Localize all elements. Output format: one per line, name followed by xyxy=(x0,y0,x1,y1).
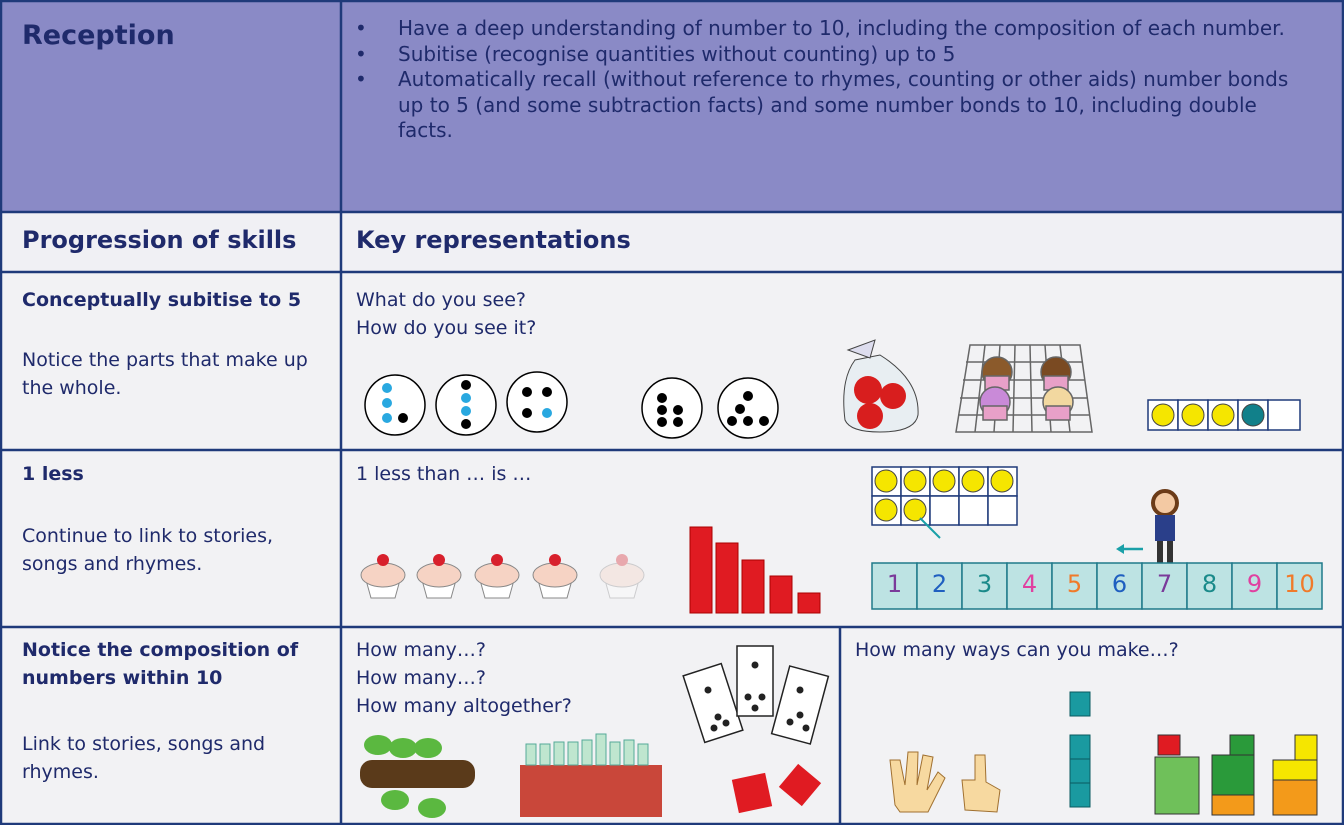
prompt: What do you see? xyxy=(356,289,526,311)
frogs-on-log xyxy=(360,735,475,818)
domino-dots xyxy=(704,661,810,732)
skill: 1 less xyxy=(22,463,84,485)
number-line-label: 2 xyxy=(931,570,948,598)
skill: Conceptually subitise to 5 xyxy=(22,289,302,311)
skill: Notice the composition of numbers within… xyxy=(22,639,299,689)
number-line-label: 5 xyxy=(1066,570,1083,598)
dice xyxy=(731,763,822,814)
skill-description: Continue to link to stories, songs and r… xyxy=(22,525,274,575)
dot-cards xyxy=(364,371,779,439)
skill-description: Link to stories, songs and rhymes. xyxy=(22,733,266,783)
bullet: Have a deep understanding of number to 1… xyxy=(355,16,1315,42)
skill-description: Notice the parts that make up the whole. xyxy=(22,349,308,399)
hands xyxy=(889,751,1001,813)
prompt: How many…? xyxy=(356,667,487,689)
child-figure xyxy=(1151,489,1179,563)
number-line-label: 9 xyxy=(1246,570,1263,598)
number-line-label: 1 xyxy=(886,570,903,598)
muffin-rack xyxy=(955,344,1093,433)
bullet: Automatically recall (without reference … xyxy=(355,67,1315,144)
bottles-on-wall xyxy=(520,733,662,817)
number-line-cells xyxy=(871,562,1323,610)
number-line-label: 10 xyxy=(1284,570,1315,598)
number-line-label: 6 xyxy=(1111,570,1128,598)
prompt: How do you see it? xyxy=(356,317,537,339)
apple-bag xyxy=(843,339,919,433)
header-title: Reception xyxy=(22,20,175,51)
prompt: 1 less than … is … xyxy=(356,463,532,485)
numicon-tiles xyxy=(1154,734,1318,816)
ten-frame xyxy=(871,466,1143,554)
bullet: Subitise (recognise quantities without c… xyxy=(355,42,1315,68)
cube-towers xyxy=(689,526,821,614)
cupcakes xyxy=(360,554,645,599)
cube-stacks xyxy=(1069,691,1091,808)
number-line-label: 3 xyxy=(976,570,993,598)
prompt: How many altogether? xyxy=(356,695,572,717)
prompt: How many…? xyxy=(356,639,487,661)
number-line-label: 8 xyxy=(1201,570,1218,598)
number-line-label: 7 xyxy=(1156,570,1173,598)
dots xyxy=(382,380,769,429)
column-heading: Key representations xyxy=(356,226,631,254)
column-heading: Progression of skills xyxy=(22,226,297,254)
prompt: How many ways can you make…? xyxy=(855,639,1179,661)
five-frame xyxy=(1147,399,1301,431)
heading-row xyxy=(0,212,1344,272)
number-line-label: 4 xyxy=(1021,570,1038,598)
header-bullets: Have a deep understanding of number to 1… xyxy=(355,16,1315,144)
